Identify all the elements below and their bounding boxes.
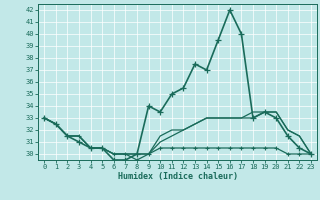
X-axis label: Humidex (Indice chaleur): Humidex (Indice chaleur) [118, 172, 238, 181]
